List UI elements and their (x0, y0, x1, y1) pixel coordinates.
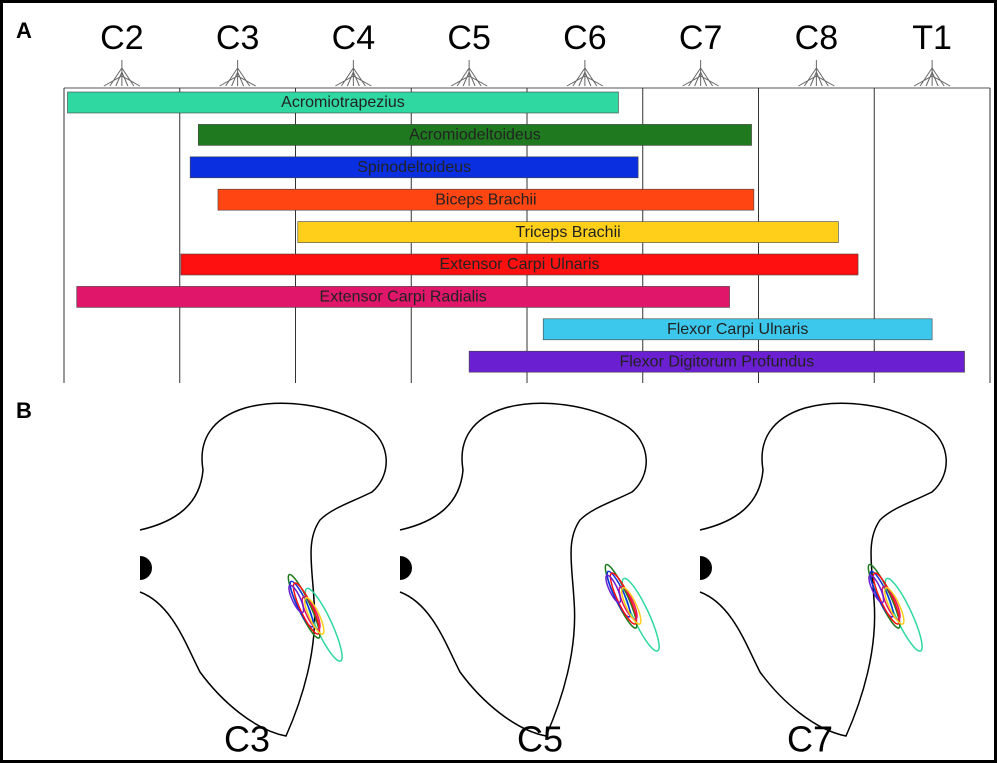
section-label: C5 (517, 719, 563, 760)
x-tick-label: C6 (563, 19, 606, 57)
figure: A B C2 C3 C4 C5 C6 C7 C8 T1 AcromiotrapeziusAcro… (0, 0, 997, 763)
bar-label: Extensor Carpi Radialis (320, 289, 487, 306)
bar-label: Spinodeltoideus (357, 159, 471, 176)
section-label: C7 (787, 719, 833, 760)
bar-label: Extensor Carpi Ulnaris (439, 256, 599, 273)
bar-label: Flexor Carpi Ulnaris (667, 321, 808, 338)
x-tick-label: C3 (216, 19, 259, 57)
frame (2, 2, 996, 762)
bar-label: Biceps Brachii (435, 191, 536, 208)
x-tick-label: C7 (679, 19, 722, 57)
bar-label: Acromiotrapezius (281, 94, 405, 111)
panel-label: B (16, 398, 32, 423)
bar-label: Acromiodeltoideus (409, 127, 541, 144)
section-label: C3 (224, 719, 270, 760)
x-tick-label: T1 (912, 19, 952, 57)
x-tick-label: C5 (447, 19, 490, 57)
bar-label: Flexor Digitorum Profundus (619, 353, 814, 370)
x-tick-label: C4 (332, 19, 375, 57)
panel-label: A (16, 18, 32, 43)
bar-label: Triceps Brachii (515, 224, 620, 241)
x-tick-label: C8 (795, 19, 838, 57)
x-tick-label: C2 (100, 19, 143, 57)
